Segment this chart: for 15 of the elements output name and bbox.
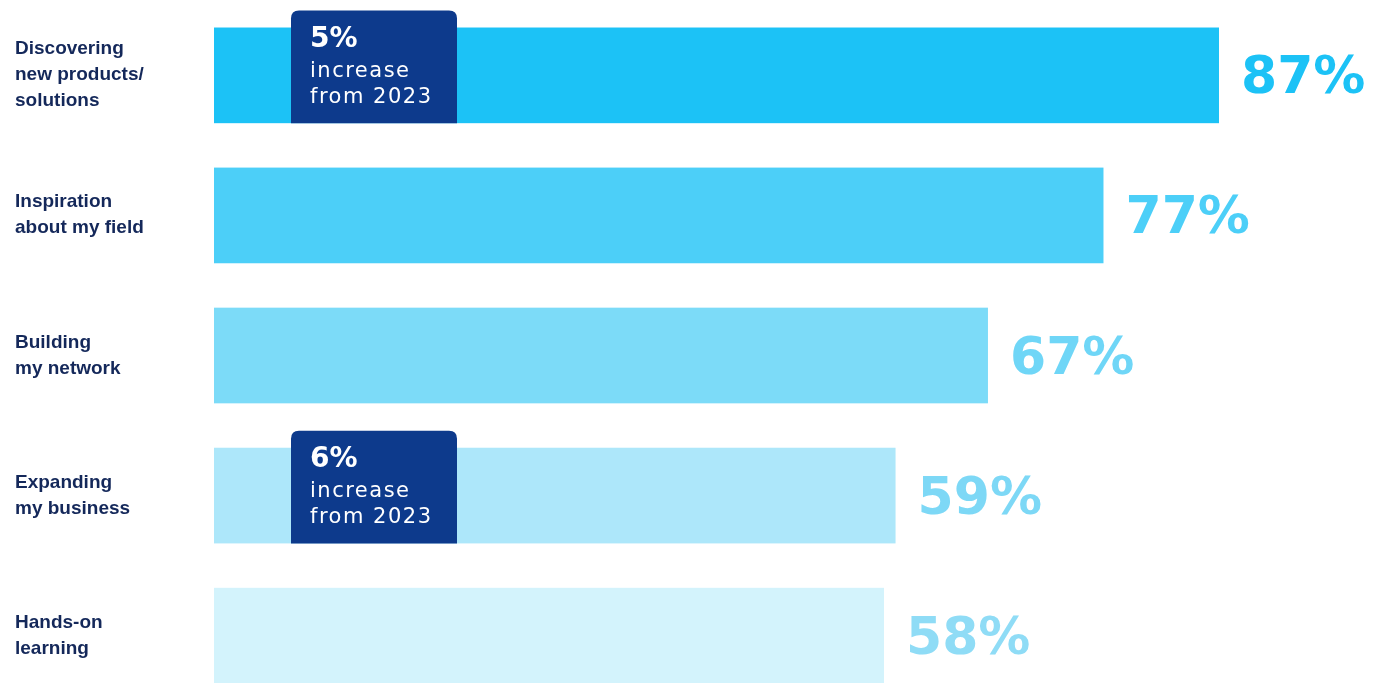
y-tick-label: Building my network <box>15 330 122 378</box>
data-label: 58% <box>906 605 1031 666</box>
annotation: 6% increase from 2023 <box>310 440 433 528</box>
annotation: 5% increase from 2023 <box>310 20 433 108</box>
bar <box>214 587 884 683</box>
data-label: 67% <box>1009 325 1135 386</box>
y-tick-label: Discovering new products/ solutions <box>15 37 145 111</box>
data-label: 77% <box>1125 185 1250 246</box>
data-label: 59% <box>917 465 1043 526</box>
bar <box>214 167 1104 264</box>
bar <box>214 307 988 404</box>
y-tick-label: Inspiration about my field <box>15 190 144 238</box>
data-label: 87% <box>1241 45 1366 106</box>
y-tick-label: Hands-on learning <box>15 610 103 658</box>
y-tick-label: Expanding my business <box>15 470 131 518</box>
